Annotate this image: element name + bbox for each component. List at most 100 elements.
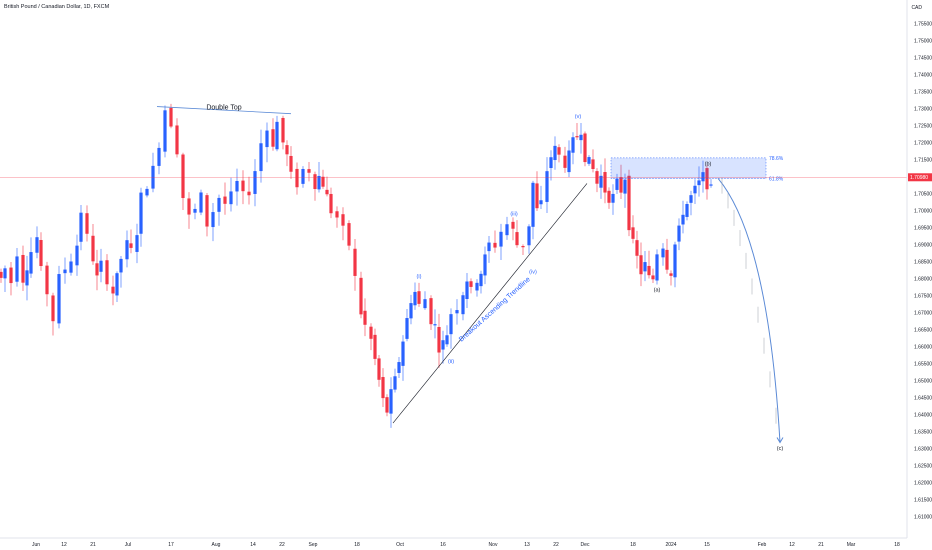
time-tick-label: Jul bbox=[125, 542, 131, 548]
time-tick-label: 22 bbox=[279, 542, 285, 548]
candle-body bbox=[373, 334, 377, 359]
candle-body bbox=[119, 258, 123, 273]
price-tick-label: 1.68000 bbox=[914, 276, 932, 282]
time-tick-label: 17 bbox=[168, 542, 174, 548]
candle-body bbox=[211, 212, 215, 228]
candle-body bbox=[401, 341, 405, 366]
candle-body bbox=[39, 240, 43, 267]
candle-body bbox=[115, 273, 119, 296]
overlays: 78.6% 61.8% Double Top Breakout Ascending T… bbox=[0, 105, 907, 452]
candle-body bbox=[611, 193, 615, 203]
candle-body bbox=[281, 117, 285, 143]
price-tick-label: 1.72500 bbox=[914, 123, 932, 129]
candle-body bbox=[423, 299, 427, 309]
price-tick-label: 1.65000 bbox=[914, 378, 932, 384]
price-tick-label: 1.73500 bbox=[914, 89, 932, 95]
candle-body bbox=[187, 198, 191, 215]
candle-body bbox=[75, 245, 79, 266]
candle-body bbox=[285, 145, 289, 155]
candle-body bbox=[145, 188, 149, 196]
candle-body bbox=[693, 185, 697, 194]
candle-body bbox=[603, 172, 607, 193]
time-tick-label: 2024 bbox=[665, 542, 676, 548]
price-tick-label: 1.70500 bbox=[914, 191, 932, 197]
candle-body bbox=[531, 182, 535, 227]
wave-label-ii: (ii) bbox=[448, 359, 454, 365]
time-tick-label: 18 bbox=[630, 542, 636, 548]
price-tag bbox=[908, 173, 932, 182]
candle-body bbox=[409, 303, 413, 319]
candle-body bbox=[135, 235, 139, 252]
candle-body bbox=[21, 254, 25, 283]
candle-body bbox=[393, 376, 397, 390]
candle-body bbox=[9, 267, 13, 284]
time-tick-label: 18 bbox=[354, 542, 360, 548]
time-tick-label: 21 bbox=[818, 542, 824, 548]
time-tick-label: Dec bbox=[581, 542, 590, 548]
candle-body bbox=[235, 180, 239, 192]
price-tick-label: 1.75000 bbox=[914, 38, 932, 44]
wave-label-c: (c) bbox=[777, 446, 784, 452]
price-tick-label: 1.66000 bbox=[914, 344, 932, 350]
candle-body bbox=[181, 154, 185, 199]
candle-body bbox=[455, 310, 459, 314]
candle-body bbox=[567, 150, 571, 173]
candle-body bbox=[583, 133, 587, 163]
time-axis[interactable]: Jun 12 21 Jul 17 Aug 14 22 Sep 18 Oct 16 Nov 13 22 Dec 1… bbox=[0, 537, 907, 548]
candle-body bbox=[63, 269, 67, 274]
candle-body bbox=[317, 175, 321, 190]
candle-body bbox=[571, 137, 575, 153]
candle-body bbox=[205, 195, 209, 227]
candle-body bbox=[341, 214, 345, 226]
candle-body bbox=[129, 243, 133, 248]
candle-body bbox=[363, 310, 367, 325]
candle-body bbox=[199, 192, 203, 213]
candle-body bbox=[669, 273, 673, 276]
price-tick-label: 1.74000 bbox=[914, 72, 932, 78]
time-tick-label: Jun bbox=[32, 542, 40, 548]
price-tick-label: 1.63500 bbox=[914, 429, 932, 435]
candle-body bbox=[655, 254, 659, 281]
price-tick-label: 1.61000 bbox=[914, 514, 932, 520]
candle-body bbox=[313, 174, 317, 190]
price-tick-label: 1.65500 bbox=[914, 361, 932, 367]
wave-label-iv: (iv) bbox=[529, 270, 537, 276]
candle-body bbox=[433, 324, 437, 326]
candle-body bbox=[389, 389, 393, 414]
price-tag-label: 1.70980 bbox=[910, 175, 928, 181]
candle-body bbox=[95, 263, 99, 276]
wave-label-v: (v) bbox=[575, 114, 582, 120]
candle-body bbox=[685, 204, 689, 217]
price-tick-label: 1.64500 bbox=[914, 395, 932, 401]
candle-body bbox=[25, 270, 29, 286]
projection-curve bbox=[717, 177, 781, 443]
candle-body bbox=[677, 225, 681, 242]
candle-body bbox=[643, 262, 647, 272]
price-tick-label: 1.68500 bbox=[914, 259, 932, 265]
price-tick-label: 1.64000 bbox=[914, 412, 932, 418]
wave-label-iii: (iii) bbox=[510, 212, 517, 218]
price-tick-label: 1.69500 bbox=[914, 225, 932, 231]
price-axis[interactable]: 1.75500 1.75000 1.74500 1.74000 1.73500 1.730… bbox=[906, 0, 932, 538]
time-tick-label: Aug bbox=[212, 542, 221, 548]
candle-body bbox=[673, 244, 677, 278]
price-tick-label: 1.61500 bbox=[914, 497, 932, 503]
double-top-line bbox=[156, 106, 292, 115]
price-tick-label: 1.69000 bbox=[914, 242, 932, 248]
candle-body bbox=[479, 273, 483, 287]
candle-body bbox=[651, 275, 655, 280]
candle-body bbox=[413, 291, 417, 306]
candle-body bbox=[265, 130, 269, 148]
candle-body bbox=[709, 184, 713, 186]
candle-body bbox=[259, 143, 263, 172]
candle-body bbox=[335, 211, 339, 218]
candle-body bbox=[241, 180, 245, 192]
candle-body bbox=[247, 191, 251, 196]
candle-body bbox=[441, 340, 445, 350]
candle-body bbox=[289, 155, 293, 172]
fib-786-label: 78.6% bbox=[769, 156, 784, 162]
fib-zone bbox=[610, 157, 767, 179]
trendline-label: Breakout Ascending Trendline bbox=[458, 276, 532, 344]
candle-body bbox=[69, 261, 73, 273]
